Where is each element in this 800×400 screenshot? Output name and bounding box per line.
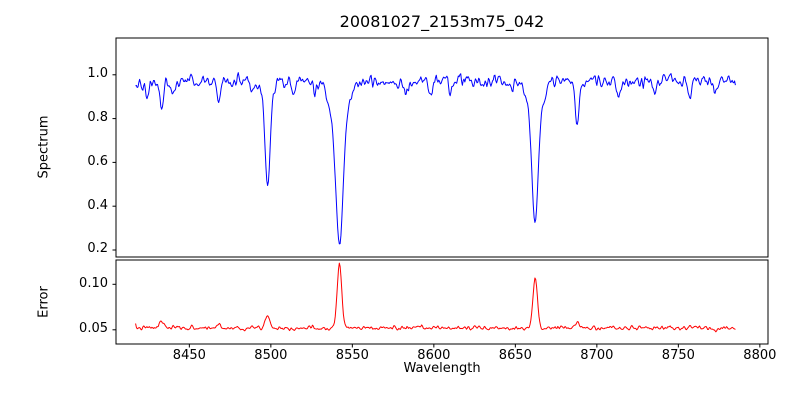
x-tick-label: 8500 xyxy=(254,348,288,363)
y-tick-label: 0.10 xyxy=(79,275,108,291)
spectrum-axes-frame xyxy=(115,37,769,258)
x-tick-label: 8750 xyxy=(661,348,695,363)
error-line xyxy=(135,262,736,333)
y-tick-label: 0.4 xyxy=(87,197,108,213)
x-tick-label: 8600 xyxy=(417,348,451,363)
x-axis-label: Wavelength xyxy=(403,361,481,376)
y-tick-label: 0.6 xyxy=(87,153,108,169)
error-axes-frame xyxy=(115,259,769,345)
y-tick-label: 0.05 xyxy=(79,321,108,337)
x-tick-label: 8700 xyxy=(580,348,614,363)
x-tick-label: 8450 xyxy=(172,348,206,363)
y-tick-label: 0.2 xyxy=(87,241,108,257)
y-tick-label: 1.0 xyxy=(87,66,108,82)
chart-title: 20081027_2153m75_042 xyxy=(339,12,545,31)
error-y-axis-label: Error xyxy=(36,286,52,318)
spectrum-line xyxy=(135,72,736,245)
y-tick-label: 0.8 xyxy=(87,110,108,126)
x-tick-label: 8650 xyxy=(498,348,532,363)
x-tick-label: 8550 xyxy=(335,348,369,363)
x-tick-label: 8800 xyxy=(743,348,777,363)
